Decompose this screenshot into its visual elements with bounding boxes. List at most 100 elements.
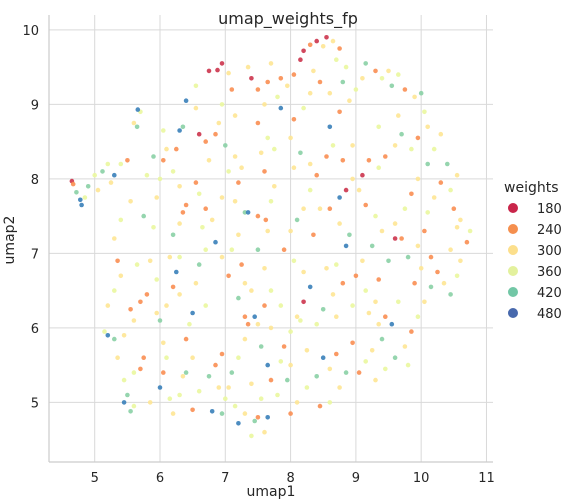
scatter-point (203, 206, 208, 211)
scatter-point (337, 385, 342, 390)
scatter-point (245, 64, 251, 70)
scatter-point (161, 128, 166, 133)
scatter-point (340, 79, 346, 85)
scatter-point (291, 165, 297, 170)
scatter-point (157, 318, 163, 323)
scatter-point (183, 98, 189, 103)
scatter-point (402, 87, 408, 92)
scatter-point (209, 217, 215, 223)
scatter-point (307, 42, 313, 48)
scatter-point (409, 191, 414, 197)
scatter-point (396, 299, 401, 305)
scatter-point (366, 158, 372, 163)
scatter-point (386, 258, 391, 264)
scatter-point (219, 254, 225, 260)
scatter-point (112, 336, 117, 342)
scatter-point (441, 280, 447, 286)
scatter-point (431, 195, 437, 200)
scatter-point (272, 184, 277, 189)
scatter-point (232, 113, 238, 118)
scatter-point (301, 48, 306, 54)
y-tick-label: 8 (31, 173, 39, 188)
scatter-point (369, 348, 375, 353)
scatter-point (262, 169, 267, 174)
scatter-point (223, 396, 228, 402)
scatter-point (170, 232, 176, 238)
scatter-point (147, 258, 153, 264)
scatter-point (376, 321, 382, 327)
scatter-point (180, 374, 186, 379)
scatter-point (311, 232, 316, 238)
scatter-point (438, 180, 444, 185)
scatter-point (193, 83, 199, 89)
scatter-point (177, 292, 182, 297)
scatter-point (353, 273, 359, 279)
scatter-point (249, 381, 254, 387)
scatter-point (161, 370, 166, 375)
scatter-point (170, 284, 176, 290)
scatter-point (337, 46, 342, 51)
scatter-point (415, 243, 421, 249)
scatter-point (154, 195, 159, 200)
scatter-point (263, 217, 269, 223)
scatter-point (428, 284, 434, 290)
scatter-point (167, 396, 173, 402)
scatter-point (454, 225, 460, 230)
scatter-point (451, 206, 457, 211)
scatter-point (363, 61, 369, 66)
scatter-point (200, 225, 205, 230)
scatter-point (350, 340, 355, 346)
scatter-point (392, 355, 398, 361)
scatter-point (425, 161, 431, 167)
scatter-point (121, 400, 127, 405)
scatter-point (383, 314, 388, 320)
scatter-point (431, 146, 437, 152)
scatter-point (373, 68, 378, 74)
scatter-point (343, 64, 349, 70)
scatter-point (435, 269, 440, 275)
legend-title: weights (504, 180, 559, 196)
scatter-point (294, 314, 300, 320)
scatter-point (206, 68, 212, 74)
scatter-point (249, 76, 254, 81)
scatter-point (92, 172, 97, 178)
scatter-point (236, 295, 241, 301)
scatter-point (255, 120, 261, 126)
legend-label: 420 (537, 286, 562, 301)
scatter-point (415, 314, 421, 320)
legend-label: 300 (537, 244, 562, 259)
x-axis-label: umap1 (247, 484, 296, 500)
scatter-point (422, 109, 427, 115)
scatter-point (157, 176, 163, 182)
scatter-point (265, 415, 271, 420)
scatter-point (265, 79, 271, 85)
scatter-point (203, 139, 208, 144)
scatter-point (334, 314, 339, 320)
scatter-point (125, 158, 130, 163)
scatter-point (340, 158, 346, 163)
scatter-point (219, 195, 225, 200)
scatter-point (317, 79, 323, 85)
scatter-point (288, 362, 293, 368)
scatter-point (347, 232, 352, 238)
scatter-point (219, 351, 225, 357)
scatter-point (294, 217, 300, 223)
scatter-point (386, 68, 391, 74)
scatter-point (399, 236, 404, 241)
scatter-point (249, 288, 254, 293)
scatter-point (239, 262, 244, 267)
scatter-point (177, 254, 182, 260)
scatter-point (85, 184, 91, 189)
legend-marker (508, 224, 518, 234)
scatter-point (454, 273, 460, 279)
scatter-point (268, 61, 274, 66)
scatter-point (350, 303, 355, 308)
x-tick-label: 10 (413, 471, 430, 486)
scatter-point (278, 105, 284, 111)
scatter-point (154, 310, 159, 316)
scatter-point (307, 187, 313, 193)
x-tick-label: 5 (91, 471, 99, 486)
scatter-point (288, 135, 293, 141)
scatter-point (418, 90, 424, 96)
scatter-point (242, 280, 248, 286)
